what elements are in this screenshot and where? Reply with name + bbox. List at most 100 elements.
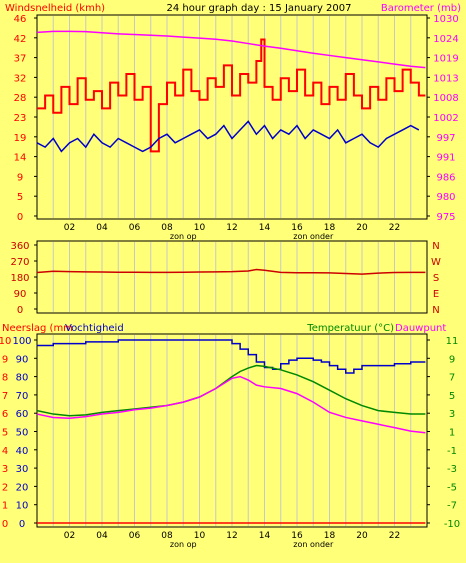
- temperature-tick-label: -10: [444, 519, 460, 530]
- rain-tick-label: 10: [0, 336, 11, 347]
- dewpoint-axis-title: Dauwpunt: [395, 323, 446, 334]
- x-tick-label: 20: [356, 223, 368, 233]
- barometer-axis-title: Barometer (mb): [381, 3, 461, 14]
- humidity-tick-label: 10: [16, 501, 29, 512]
- barometer-tick-label: 975: [436, 212, 455, 223]
- barometer-tick-label: 986: [436, 172, 455, 183]
- rain-tick-label: 6: [2, 409, 8, 420]
- page-title: 24 hour graph day : 15 January 2007: [167, 3, 352, 14]
- dewpoint-series-line: [36, 375, 426, 434]
- wind-tick-label: 0: [17, 212, 23, 223]
- rain-tick-label: 7: [2, 391, 8, 402]
- direction-series-line: [36, 268, 426, 275]
- x-tick-label: 04: [96, 531, 108, 541]
- compass-tick-label: N: [432, 241, 439, 252]
- sun-annotation: zon onder: [293, 232, 334, 241]
- wind-tick-label: 23: [14, 113, 27, 124]
- x-tick-label: 10: [194, 223, 206, 233]
- wind-tick-label: 46: [14, 14, 27, 25]
- barometer-tick-label: 980: [436, 192, 455, 203]
- x-tick-label: 10: [194, 531, 206, 541]
- wind-tick-label: 28: [14, 93, 27, 104]
- direction-tick-label: 0: [17, 305, 23, 316]
- compass-tick-label: E: [433, 289, 439, 300]
- temperature-tick-label: 1: [449, 428, 455, 439]
- temperature-tick-label: -3: [447, 464, 457, 475]
- barometer-tick-label: 1019: [433, 54, 458, 65]
- compass-tick-label: W: [431, 257, 441, 268]
- humidity-tick-label: 60: [16, 409, 29, 420]
- barometer-tick-label: 1013: [433, 73, 458, 84]
- wind-tick-label: 9: [17, 172, 23, 183]
- direction-tick-label: 270: [10, 257, 29, 268]
- temperature-tick-label: 3: [449, 409, 455, 420]
- x-tick-label: 06: [129, 531, 141, 541]
- rain-tick-label: 5: [2, 428, 8, 439]
- rain-tick-label: 8: [2, 373, 8, 384]
- rain-tick-label: 4: [2, 446, 8, 457]
- gust-series-line: [36, 120, 420, 153]
- humidity-tick-label: 20: [16, 482, 29, 493]
- wind-tick-label: 19: [14, 133, 27, 144]
- x-tick-label: 16: [291, 531, 303, 541]
- barometer-tick-label: 1008: [433, 93, 458, 104]
- wind-tick-label: 32: [14, 73, 27, 84]
- humidity-tick-label: 30: [16, 464, 29, 475]
- x-tick-label: 08: [161, 223, 173, 233]
- rain-tick-label: 3: [2, 464, 8, 475]
- compass-tick-label: S: [433, 273, 439, 284]
- humidity-axis-title: Vochtigheid: [65, 323, 124, 334]
- direction-tick-label: 180: [10, 273, 29, 284]
- x-tick-label: 22: [389, 223, 400, 233]
- temperature-tick-label: 5: [449, 391, 455, 402]
- humidity-tick-label: 90: [16, 354, 29, 365]
- humidity-tick-label: 0: [19, 519, 25, 530]
- x-tick-label: 02: [64, 223, 75, 233]
- wind-tick-label: 42: [14, 34, 27, 45]
- barometer-series-line: [36, 30, 426, 69]
- barometer-tick-label: 997: [436, 133, 455, 144]
- x-tick-label: 16: [291, 223, 303, 233]
- sun-annotation: zon op: [170, 232, 197, 241]
- sun-annotation: zon onder: [293, 540, 334, 549]
- rain-axis-title: Neerslag (mm: [2, 323, 73, 334]
- x-tick-label: 20: [356, 531, 368, 541]
- x-tick-label: 02: [64, 531, 75, 541]
- rain-tick-label: 0: [2, 519, 8, 530]
- x-tick-label: 12: [226, 223, 237, 233]
- barometer-tick-label: 1024: [433, 34, 458, 45]
- wind-tick-label: 5: [17, 192, 23, 203]
- humidity-tick-label: 40: [16, 446, 29, 457]
- compass-tick-label: N: [432, 305, 439, 316]
- x-tick-label: 12: [226, 531, 237, 541]
- wind-tick-label: 37: [14, 54, 27, 65]
- x-tick-label: 04: [96, 223, 108, 233]
- humidity-tick-label: 80: [16, 373, 29, 384]
- x-tick-label: 06: [129, 223, 141, 233]
- x-tick-label: 18: [324, 223, 336, 233]
- direction-tick-label: 360: [10, 241, 29, 252]
- temperature-tick-label: -7: [447, 501, 457, 512]
- rain-tick-label: 9: [2, 354, 8, 365]
- temperature-tick-label: 7: [449, 373, 455, 384]
- rain-tick-label: 2: [2, 482, 8, 493]
- x-tick-label: 14: [259, 531, 271, 541]
- x-tick-label: 18: [324, 531, 336, 541]
- barometer-tick-label: 1030: [433, 14, 458, 25]
- temperature-tick-label: -5: [447, 482, 457, 493]
- wind-series-line: [37, 38, 426, 153]
- sun-annotation: zon op: [170, 540, 197, 549]
- wind-tick-label: 14: [14, 153, 27, 164]
- wind-axis-title: Windsnelheid (kmh): [5, 3, 105, 14]
- humidity-tick-label: 50: [16, 428, 29, 439]
- panel-frame-3: [36, 333, 428, 528]
- rain-tick-label: 1: [2, 501, 8, 512]
- barometer-tick-label: 991: [436, 153, 455, 164]
- humidity-tick-label: 70: [16, 391, 29, 402]
- temperature-tick-label: -1: [447, 446, 457, 457]
- temperature-tick-label: 9: [449, 354, 455, 365]
- temperature-axis-title: Temperatuur (°C): [306, 323, 394, 334]
- x-tick-label: 22: [389, 531, 400, 541]
- temperature-series-line: [36, 364, 426, 417]
